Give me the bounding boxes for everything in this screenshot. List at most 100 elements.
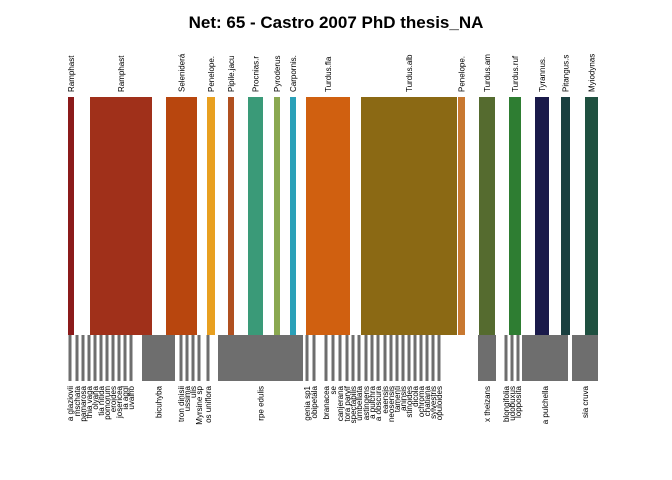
bottom-label: ussima bbox=[183, 385, 192, 411]
top-label: Pitangus.s bbox=[562, 55, 571, 92]
top-node bbox=[166, 97, 197, 335]
bottom-label: mschata bbox=[73, 385, 82, 416]
top-node bbox=[509, 97, 521, 335]
bottom-node bbox=[105, 335, 109, 381]
bottom-node bbox=[370, 335, 374, 381]
bottom-label: stinoides bbox=[405, 386, 414, 418]
bottom-label: ia aggl bbox=[121, 386, 130, 410]
bottom-node bbox=[331, 335, 335, 381]
bottom-label: spectabilis bbox=[349, 386, 358, 423]
top-node bbox=[248, 97, 263, 335]
top-label: Penelope. bbox=[207, 56, 216, 92]
bottom-label: thia vaga bbox=[85, 385, 94, 418]
bottom-node bbox=[510, 335, 514, 381]
bottom-label: tamenti bbox=[393, 386, 402, 412]
top-label: Ramphast bbox=[117, 55, 126, 92]
bottom-node bbox=[364, 335, 368, 381]
bottom-label: rpe edulis bbox=[257, 386, 266, 421]
top-label: Penelope. bbox=[458, 56, 467, 92]
bottom-node bbox=[81, 335, 85, 381]
bottom-node bbox=[572, 335, 598, 381]
bottom-label: josericea bbox=[115, 385, 124, 419]
top-node bbox=[68, 97, 74, 335]
bottom-node bbox=[123, 335, 127, 381]
bottom-label: bicuhyba bbox=[155, 385, 164, 418]
bottom-node bbox=[99, 335, 103, 381]
bottom-node bbox=[504, 335, 508, 381]
top-label: Carpornis. bbox=[289, 55, 298, 92]
bottom-node bbox=[413, 335, 417, 381]
bottom-label: umbellata bbox=[355, 385, 364, 420]
top-node bbox=[535, 97, 549, 335]
bottom-node bbox=[522, 335, 568, 381]
bottom-node bbox=[351, 335, 355, 381]
bottom-label: se bbox=[329, 385, 338, 394]
bottom-node bbox=[419, 335, 423, 381]
bottom-node bbox=[395, 335, 399, 381]
bottom-label: os uniflora bbox=[204, 385, 213, 422]
bottom-node bbox=[206, 335, 210, 381]
top-node bbox=[207, 97, 215, 335]
bottom-label: opuloides bbox=[435, 386, 444, 420]
bottom-node bbox=[478, 335, 496, 381]
bottom-label: obipetala bbox=[310, 385, 319, 418]
bottom-node bbox=[437, 335, 441, 381]
bottom-node bbox=[111, 335, 115, 381]
bottom-node bbox=[185, 335, 189, 381]
bottom-label: tia nitida bbox=[97, 385, 106, 415]
bottom-node bbox=[389, 335, 393, 381]
top-label: Pipile.jacu bbox=[227, 56, 236, 92]
bottom-node bbox=[376, 335, 380, 381]
bottom-label: genia sp1 bbox=[303, 385, 312, 420]
bottom-node bbox=[179, 335, 183, 381]
top-label: Seleniderá bbox=[178, 53, 187, 92]
bottom-label: eaensis bbox=[381, 386, 390, 414]
bottom-node bbox=[312, 335, 316, 381]
top-node bbox=[290, 97, 296, 335]
bottom-label: eroides bbox=[109, 386, 118, 412]
bottom-label: sia cruva bbox=[581, 385, 590, 418]
bottom-label: dicola bbox=[411, 385, 420, 406]
bottom-node bbox=[401, 335, 405, 381]
bottom-node bbox=[305, 335, 309, 381]
top-node bbox=[274, 97, 280, 335]
bottom-label: a pulchra bbox=[368, 385, 377, 418]
bottom-label: branacea bbox=[322, 385, 331, 419]
bottom-node bbox=[93, 335, 97, 381]
bottom-node bbox=[87, 335, 91, 381]
top-label: Turdus.ruf bbox=[511, 55, 520, 92]
bottom-node bbox=[516, 335, 520, 381]
bottom-label: pamarosa bbox=[79, 385, 88, 421]
bottom-node bbox=[75, 335, 79, 381]
bottom-node bbox=[117, 335, 121, 381]
bottom-label: chatiana bbox=[423, 385, 432, 416]
bottom-label: a pulchella bbox=[541, 385, 550, 424]
top-node bbox=[228, 97, 234, 335]
top-node bbox=[479, 97, 495, 335]
bottom-node bbox=[338, 335, 342, 381]
bottom-node bbox=[425, 335, 429, 381]
bottom-label: sylvestris bbox=[429, 386, 438, 419]
bottom-label: aninsis bbox=[399, 386, 408, 411]
bottom-label: olyana bbox=[91, 385, 100, 409]
bottom-node bbox=[197, 335, 201, 381]
top-node bbox=[361, 97, 457, 335]
top-label: Turdus.fla bbox=[324, 56, 333, 92]
bottom-label: a obscura bbox=[374, 385, 383, 421]
bottom-node bbox=[142, 335, 175, 381]
chart-title: Net: 65 - Castro 2007 PhD thesis_NA bbox=[189, 13, 484, 32]
nodes: Ramphast Ramphast Seleniderá Penelope. Pipil… bbox=[66, 53, 598, 425]
bottom-node bbox=[218, 335, 303, 381]
top-label: Myiodynas bbox=[588, 54, 597, 92]
bottom-node bbox=[191, 335, 195, 381]
bottom-label: uvalho bbox=[127, 385, 136, 409]
top-label: Turdus.alb bbox=[405, 54, 414, 92]
top-node bbox=[90, 97, 152, 335]
top-label: Turdus.am bbox=[483, 54, 492, 92]
bottom-label: astingens bbox=[362, 386, 371, 420]
bottom-label: lopposita bbox=[514, 385, 523, 418]
bottom-label: ulis bbox=[189, 386, 198, 398]
bottom-label: udobuxus bbox=[508, 386, 517, 421]
